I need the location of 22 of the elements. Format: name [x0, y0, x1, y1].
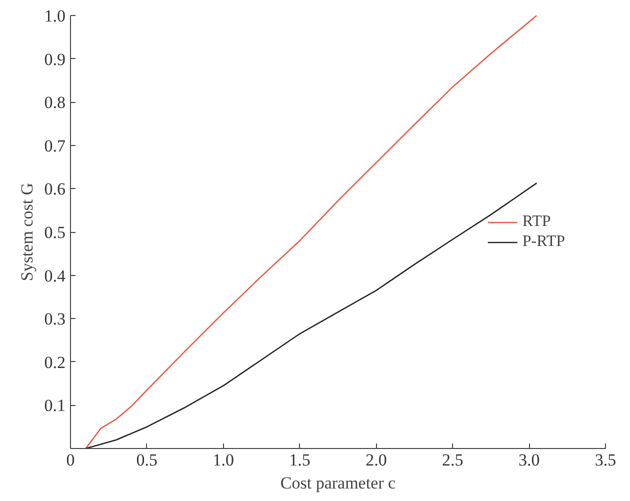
y-tick-label: 0.2 [44, 352, 66, 372]
y-axis-title: System cost G [17, 182, 36, 282]
y-tick-label: 0.7 [44, 136, 66, 156]
y-tick-label: 0.1 [44, 396, 66, 416]
x-tick-label: 1.5 [289, 450, 310, 470]
y-tick-label: 0.9 [44, 50, 66, 69]
y-tick-label: 0.8 [44, 93, 66, 112]
x-tick-label: 3.5 [594, 450, 616, 470]
x-tick-label: 3.0 [518, 450, 540, 470]
x-tick-label: 0.5 [136, 450, 158, 470]
y-tick-label: 1.0 [44, 6, 66, 26]
y-tick-label: 0.5 [44, 223, 66, 242]
y-tick-label: 0.4 [44, 266, 66, 286]
legend-label: P-RTP [522, 232, 565, 250]
x-tick-label: 2.5 [442, 450, 464, 470]
x-axis-title: Cost parameter c [280, 474, 396, 492]
y-tick-label: 0.3 [44, 310, 66, 329]
x-tick-label: 2.0 [366, 450, 387, 470]
x-tick-label: 1.0 [212, 450, 234, 470]
legend-label: RTP [522, 212, 551, 230]
x-tick-label: 0 [66, 450, 75, 470]
y-tick-label: 0.6 [44, 180, 66, 199]
